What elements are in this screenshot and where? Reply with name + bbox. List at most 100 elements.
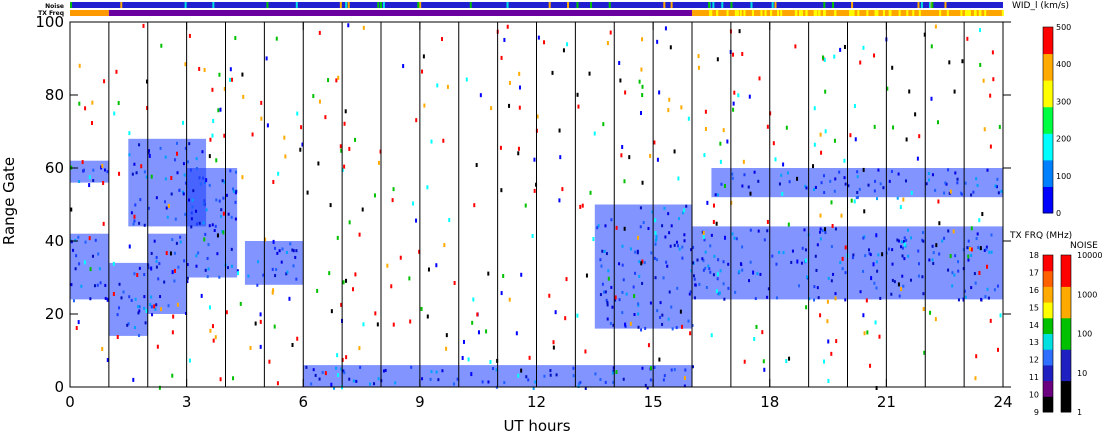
scatter-cell xyxy=(212,338,215,343)
echo-cell xyxy=(72,299,75,303)
scatter-cell xyxy=(949,254,952,259)
scatter-cell xyxy=(983,127,986,132)
echo-cell xyxy=(257,260,260,264)
scatter-cell xyxy=(328,271,331,276)
scatter-cell xyxy=(796,259,799,264)
echo-cell xyxy=(763,238,766,242)
colorbar-segment xyxy=(1043,133,1053,161)
echo-cell xyxy=(182,192,185,196)
scatter-cell xyxy=(697,54,700,59)
scatter-cell xyxy=(826,319,829,324)
txfreq-strip-mark xyxy=(888,10,891,16)
echo-cell xyxy=(138,266,141,270)
scatter-cell xyxy=(316,288,319,293)
echo-cell xyxy=(902,284,905,288)
scatter-cell xyxy=(869,363,872,368)
echo-cell xyxy=(280,260,283,264)
scatter-cell xyxy=(824,129,827,134)
scatter-cell xyxy=(442,138,445,143)
echo-cell xyxy=(670,368,673,372)
echo-cell xyxy=(890,292,893,296)
scatter-cell xyxy=(145,308,148,313)
echo-region xyxy=(70,160,109,183)
echo-cell xyxy=(226,266,229,270)
scatter-cell xyxy=(461,355,464,360)
echo-cell xyxy=(605,252,608,256)
echo-cell xyxy=(633,313,636,317)
scatter-cell xyxy=(146,106,149,111)
scatter-cell xyxy=(83,260,86,265)
echo-cell xyxy=(917,274,920,278)
scatter-cell xyxy=(841,256,844,261)
scatter-cell xyxy=(935,243,938,248)
echo-cell xyxy=(710,233,713,237)
scatter-cell xyxy=(536,114,539,119)
echo-cell xyxy=(188,142,191,146)
echo-cell xyxy=(747,185,750,189)
echo-cell xyxy=(229,169,232,173)
colorbar-segment xyxy=(1043,80,1053,108)
scatter-cell xyxy=(819,313,822,318)
echo-cell xyxy=(183,259,186,263)
scatter-cell xyxy=(824,227,827,232)
echo-cell xyxy=(813,298,816,302)
echo-cell xyxy=(934,188,937,192)
scatter-cell xyxy=(641,259,644,264)
echo-cell xyxy=(995,185,998,189)
echo-cell xyxy=(671,327,674,331)
scatter-cell xyxy=(886,86,889,91)
scatter-cell xyxy=(158,385,161,390)
scatter-cell xyxy=(961,59,964,64)
echo-cell xyxy=(148,149,151,153)
echo-cell xyxy=(927,178,930,182)
echo-cell xyxy=(278,249,281,253)
scatter-cell xyxy=(171,373,174,378)
echo-cell xyxy=(673,243,676,247)
txfreq-strip-mark xyxy=(939,10,942,16)
echo-cell xyxy=(943,191,946,195)
noise-strip-mark xyxy=(295,2,298,8)
echo-cell xyxy=(903,257,906,261)
scatter-cell xyxy=(188,33,191,38)
echo-cell xyxy=(986,287,989,291)
txfreq-strip-mark xyxy=(852,10,855,16)
scatter-cell xyxy=(268,359,271,364)
echo-cell xyxy=(967,239,970,243)
scatter-cell xyxy=(272,239,275,244)
echo-cell xyxy=(931,173,934,177)
scatter-cell xyxy=(446,84,449,89)
scatter-cell xyxy=(978,270,981,275)
noise-strip-mark xyxy=(931,2,934,8)
scatter-cell xyxy=(641,93,644,98)
echo-cell xyxy=(603,249,606,253)
scatter-cell xyxy=(874,320,877,325)
echo-region xyxy=(70,233,109,300)
scatter-cell xyxy=(341,357,344,362)
echo-cell xyxy=(189,168,192,172)
scatter-cell xyxy=(687,116,690,121)
echo-cell xyxy=(891,248,894,252)
echo-cell xyxy=(856,195,859,199)
scatter-cell xyxy=(758,76,761,81)
scatter-cell xyxy=(182,120,185,125)
echo-cell xyxy=(634,250,637,254)
scatter-cell xyxy=(875,233,878,238)
scatter-cell xyxy=(918,134,921,139)
echo-cell xyxy=(947,229,950,233)
echo-cell xyxy=(717,258,720,262)
scatter-cell xyxy=(854,137,857,142)
scatter-cell xyxy=(508,80,511,85)
echo-cell xyxy=(944,181,947,185)
scatter-cell xyxy=(448,217,451,222)
txfreq-strip-mark xyxy=(968,10,971,16)
echo-cell xyxy=(960,192,963,196)
scatter-cell xyxy=(377,160,380,165)
scatter-cell xyxy=(712,203,715,208)
scatter-cell xyxy=(228,77,231,82)
echo-cell xyxy=(292,264,295,268)
scatter-cell xyxy=(249,345,252,350)
echo-cell xyxy=(676,240,679,244)
colorbar-segment xyxy=(1043,286,1053,303)
echo-cell xyxy=(646,386,649,390)
echo-cell xyxy=(921,275,924,279)
